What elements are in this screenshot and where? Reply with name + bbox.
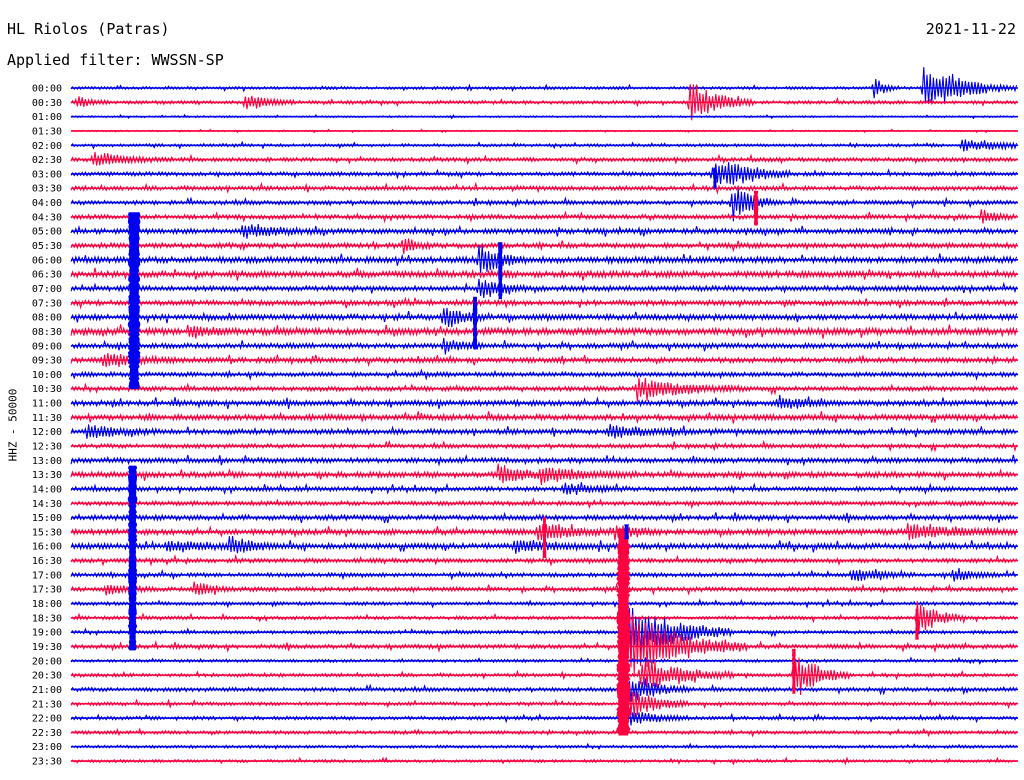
- event-band-3: [624, 524, 630, 540]
- row-time-label: 06:30: [32, 270, 62, 281]
- row-time-label: 16:30: [32, 556, 62, 567]
- row-time-label: 00:30: [32, 98, 62, 109]
- row-time-label: 19:00: [32, 628, 62, 639]
- event-band-2: [615, 528, 631, 736]
- event-band-8: [915, 608, 919, 640]
- row-time-label: 06:00: [32, 255, 62, 266]
- event-band-5: [472, 296, 478, 350]
- event-band-1: [127, 465, 138, 651]
- seismic-trace-0: [70, 67, 1018, 105]
- row-time-label: 17:00: [32, 570, 62, 581]
- row-time-label: 08:30: [32, 327, 62, 338]
- row-time-label: 03:00: [32, 169, 62, 180]
- seismic-trace-39: [70, 614, 1018, 675]
- event-band-10: [542, 517, 547, 558]
- row-time-label: 08:00: [32, 313, 62, 324]
- row-time-label: 18:00: [32, 599, 62, 610]
- row-time-label: 18:30: [32, 613, 62, 624]
- row-time-label: 19:30: [32, 642, 62, 653]
- seismic-trace-38: [70, 607, 1018, 662]
- row-time-label: 13:30: [32, 470, 62, 481]
- row-time-label: 10:00: [32, 370, 62, 381]
- event-band-7: [713, 167, 717, 189]
- row-time-label: 11:30: [32, 413, 62, 424]
- row-time-label: 23:00: [32, 742, 62, 753]
- row-time-label: 22:30: [32, 728, 62, 739]
- row-time-label: 01:30: [32, 126, 62, 137]
- seismic-trace-44: [70, 707, 1018, 726]
- row-time-label: 01:00: [32, 112, 62, 123]
- seismic-trace-22: [70, 394, 1018, 410]
- row-time-label: 11:00: [32, 399, 62, 410]
- seismic-trace-37: [70, 601, 1018, 633]
- row-time-label: 12:00: [32, 427, 62, 438]
- row-time-label: 02:00: [32, 141, 62, 152]
- row-time-label: 05:00: [32, 227, 62, 238]
- row-time-label: 17:30: [32, 585, 62, 596]
- row-time-label: 05:30: [32, 241, 62, 252]
- seismic-trace-43: [70, 691, 1018, 720]
- row-time-label: 22:00: [32, 714, 62, 725]
- event-band-6: [753, 190, 759, 226]
- row-time-label: 20:00: [32, 656, 62, 667]
- row-time-label: 20:30: [32, 671, 62, 682]
- seismic-trace-21: [70, 378, 1018, 402]
- row-time-label: 15:30: [32, 527, 62, 538]
- event-band-0: [127, 212, 141, 389]
- seismic-traces: [70, 67, 1018, 766]
- row-time-label: 07:30: [32, 298, 62, 309]
- applied-filter-label: Applied filter: WWSSN-SP: [7, 51, 224, 69]
- row-time-label: 12:30: [32, 442, 62, 453]
- row-time-label: 21:30: [32, 699, 62, 710]
- station-title: HL Riolos (Patras): [7, 20, 170, 38]
- row-time-label: 04:30: [32, 212, 62, 223]
- seismic-trace-5: [70, 151, 1018, 166]
- seismic-trace-42: [70, 678, 1018, 706]
- row-time-label: 09:00: [32, 341, 62, 352]
- event-band-9: [791, 648, 796, 694]
- row-time-label: 00:00: [32, 84, 62, 95]
- row-time-label: 02:30: [32, 155, 62, 166]
- plot-date: 2021-11-22: [925, 20, 1016, 38]
- row-time-label: 03:30: [32, 184, 62, 195]
- row-time-label: 13:00: [32, 456, 62, 467]
- row-time-label: 04:00: [32, 198, 62, 209]
- row-time-label: 16:00: [32, 542, 62, 553]
- row-time-label: 21:00: [32, 685, 62, 696]
- row-time-label: 14:30: [32, 499, 62, 510]
- row-time-label: 23:30: [32, 757, 62, 768]
- event-band-4: [497, 242, 503, 300]
- row-time-labels: 00:00 00:30 01:00 01:30 02:00 02:30 03:00 03:30…: [32, 84, 62, 768]
- row-time-label: 14:00: [32, 484, 62, 495]
- event-bands: [127, 167, 919, 736]
- row-time-label: 09:30: [32, 356, 62, 367]
- row-time-label: 07:00: [32, 284, 62, 295]
- row-time-label: 15:00: [32, 513, 62, 524]
- row-time-label: 10:30: [32, 384, 62, 395]
